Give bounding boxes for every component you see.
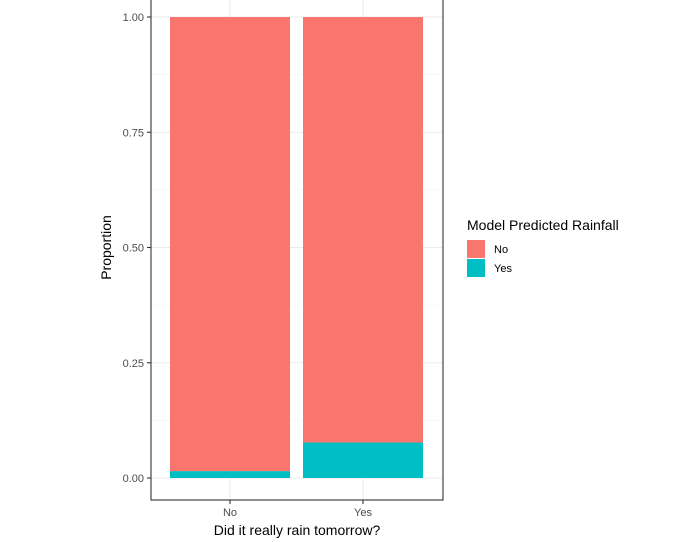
y-tick-label: 0.50 [123,243,144,255]
bar-no-no [170,17,290,472]
x-tick-label: Yes [354,507,372,519]
legend-key-yes [467,259,485,277]
legend-title: Model Predicted Rainfall [467,217,619,233]
y-tick-label: 1.00 [123,12,144,24]
y-tick-label: 0.00 [123,473,144,485]
x-axis-title: Did it really rain tomorrow? [214,522,381,538]
legend-key-no [467,240,485,258]
bar-yes-no [303,17,423,443]
legend-label: No [494,244,508,256]
bar-no-yes [170,471,290,478]
bars [170,17,423,478]
bar-yes-yes [303,442,423,478]
y-axis: 0.00 0.25 0.50 0.75 1.00 [123,12,151,485]
y-tick-label: 0.75 [123,127,144,139]
legend: Model Predicted Rainfall No Yes [467,217,619,277]
x-axis: No Yes [223,500,372,519]
y-axis-title: Proportion [98,215,114,280]
legend-label: Yes [494,263,512,275]
y-tick-label: 0.25 [123,358,144,370]
x-tick-label: No [223,507,237,519]
